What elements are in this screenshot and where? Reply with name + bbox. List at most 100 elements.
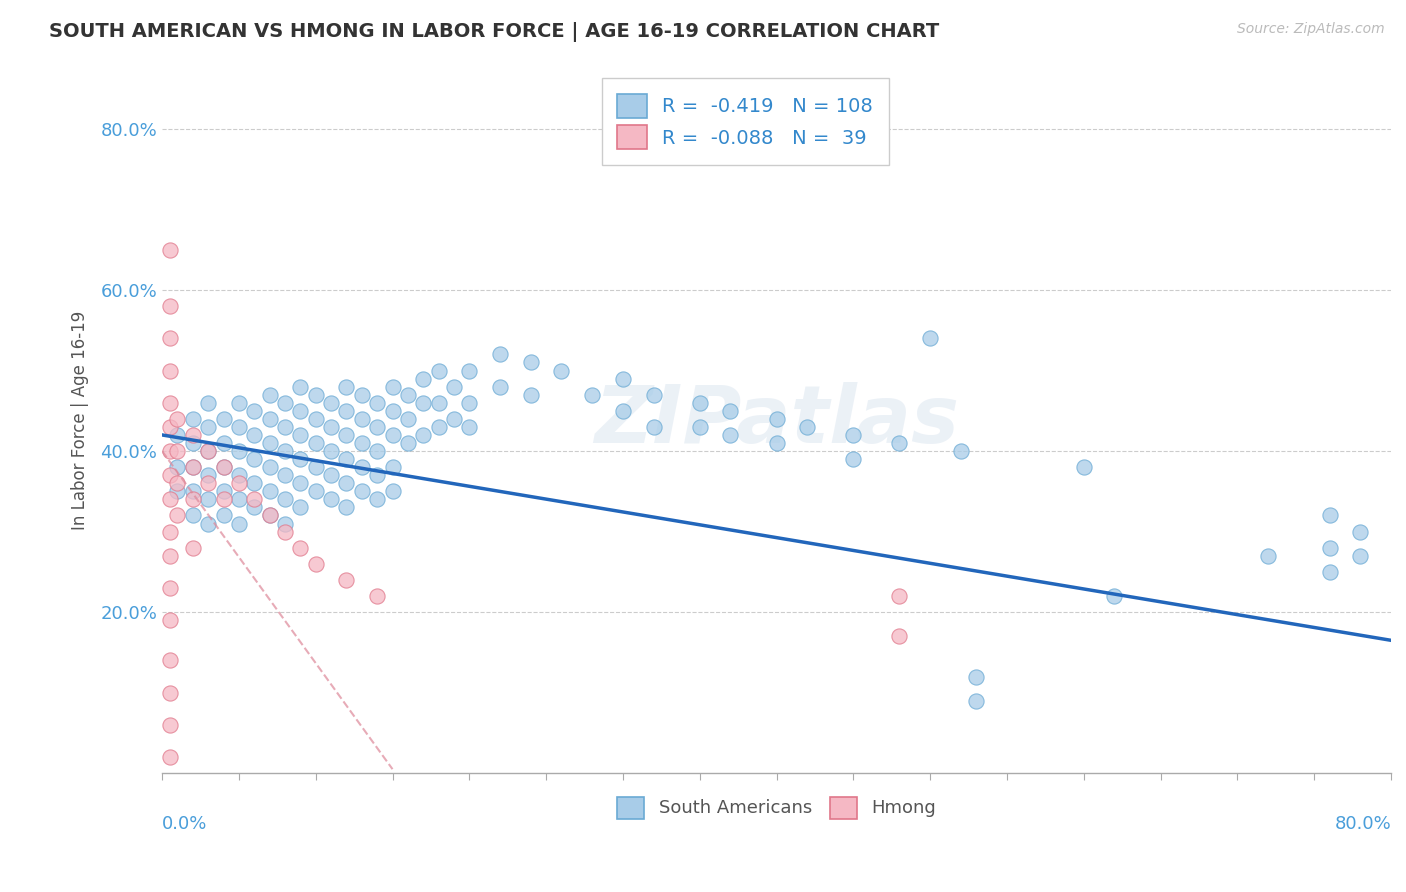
- Point: [366, 420, 388, 434]
- Point: [166, 460, 188, 475]
- Point: [350, 412, 373, 426]
- Point: [159, 395, 181, 409]
- Point: [427, 363, 450, 377]
- Point: [335, 476, 357, 491]
- Point: [228, 476, 250, 491]
- Point: [366, 468, 388, 483]
- Point: [159, 331, 181, 345]
- Point: [965, 669, 987, 683]
- Point: [458, 363, 481, 377]
- Point: [335, 452, 357, 467]
- Point: [228, 516, 250, 531]
- Point: [1319, 508, 1341, 523]
- Point: [159, 613, 181, 627]
- Text: Source: ZipAtlas.com: Source: ZipAtlas.com: [1237, 22, 1385, 37]
- Point: [159, 718, 181, 732]
- Point: [381, 379, 404, 393]
- Point: [166, 484, 188, 499]
- Point: [197, 468, 219, 483]
- Point: [612, 404, 634, 418]
- Point: [181, 412, 204, 426]
- Point: [396, 436, 419, 450]
- Point: [159, 581, 181, 595]
- Point: [643, 387, 665, 401]
- Point: [689, 420, 711, 434]
- Point: [350, 436, 373, 450]
- Point: [212, 484, 235, 499]
- Point: [259, 436, 281, 450]
- Point: [519, 387, 541, 401]
- Point: [889, 589, 911, 603]
- Point: [305, 436, 328, 450]
- Point: [305, 557, 328, 571]
- Point: [720, 404, 742, 418]
- Point: [1319, 565, 1341, 579]
- Point: [290, 379, 312, 393]
- Point: [290, 500, 312, 515]
- Point: [274, 468, 297, 483]
- Point: [335, 500, 357, 515]
- Point: [319, 444, 342, 458]
- Point: [181, 492, 204, 507]
- Point: [335, 404, 357, 418]
- Point: [396, 387, 419, 401]
- Point: [290, 428, 312, 442]
- Point: [159, 444, 181, 458]
- Point: [1348, 549, 1371, 563]
- Point: [612, 371, 634, 385]
- Point: [366, 444, 388, 458]
- Point: [1319, 541, 1341, 555]
- Point: [427, 420, 450, 434]
- Point: [228, 468, 250, 483]
- Point: [335, 428, 357, 442]
- Point: [259, 387, 281, 401]
- Point: [159, 549, 181, 563]
- Point: [319, 420, 342, 434]
- Point: [243, 428, 266, 442]
- Point: [965, 694, 987, 708]
- Y-axis label: In Labor Force | Age 16-19: In Labor Force | Age 16-19: [72, 311, 89, 531]
- Point: [197, 444, 219, 458]
- Point: [842, 428, 865, 442]
- Point: [335, 573, 357, 587]
- Point: [197, 444, 219, 458]
- Point: [443, 379, 465, 393]
- Point: [212, 436, 235, 450]
- Point: [166, 428, 188, 442]
- Point: [290, 476, 312, 491]
- Legend: South Americans, Hmong: South Americans, Hmong: [607, 788, 945, 828]
- Point: [212, 412, 235, 426]
- Point: [920, 331, 942, 345]
- Point: [381, 484, 404, 499]
- Point: [259, 484, 281, 499]
- Point: [228, 492, 250, 507]
- Point: [212, 492, 235, 507]
- Point: [366, 395, 388, 409]
- Point: [274, 492, 297, 507]
- Point: [181, 508, 204, 523]
- Point: [581, 387, 603, 401]
- Point: [1348, 524, 1371, 539]
- Point: [197, 395, 219, 409]
- Point: [212, 460, 235, 475]
- Point: [350, 387, 373, 401]
- Point: [159, 243, 181, 257]
- Text: 0.0%: 0.0%: [162, 815, 208, 833]
- Point: [243, 404, 266, 418]
- Point: [212, 508, 235, 523]
- Point: [181, 460, 204, 475]
- Point: [305, 412, 328, 426]
- Point: [366, 492, 388, 507]
- Point: [519, 355, 541, 369]
- Point: [305, 460, 328, 475]
- Point: [381, 428, 404, 442]
- Point: [1257, 549, 1279, 563]
- Point: [159, 686, 181, 700]
- Point: [889, 436, 911, 450]
- Point: [949, 444, 972, 458]
- Point: [381, 404, 404, 418]
- Point: [427, 395, 450, 409]
- Point: [159, 468, 181, 483]
- Point: [228, 444, 250, 458]
- Point: [181, 484, 204, 499]
